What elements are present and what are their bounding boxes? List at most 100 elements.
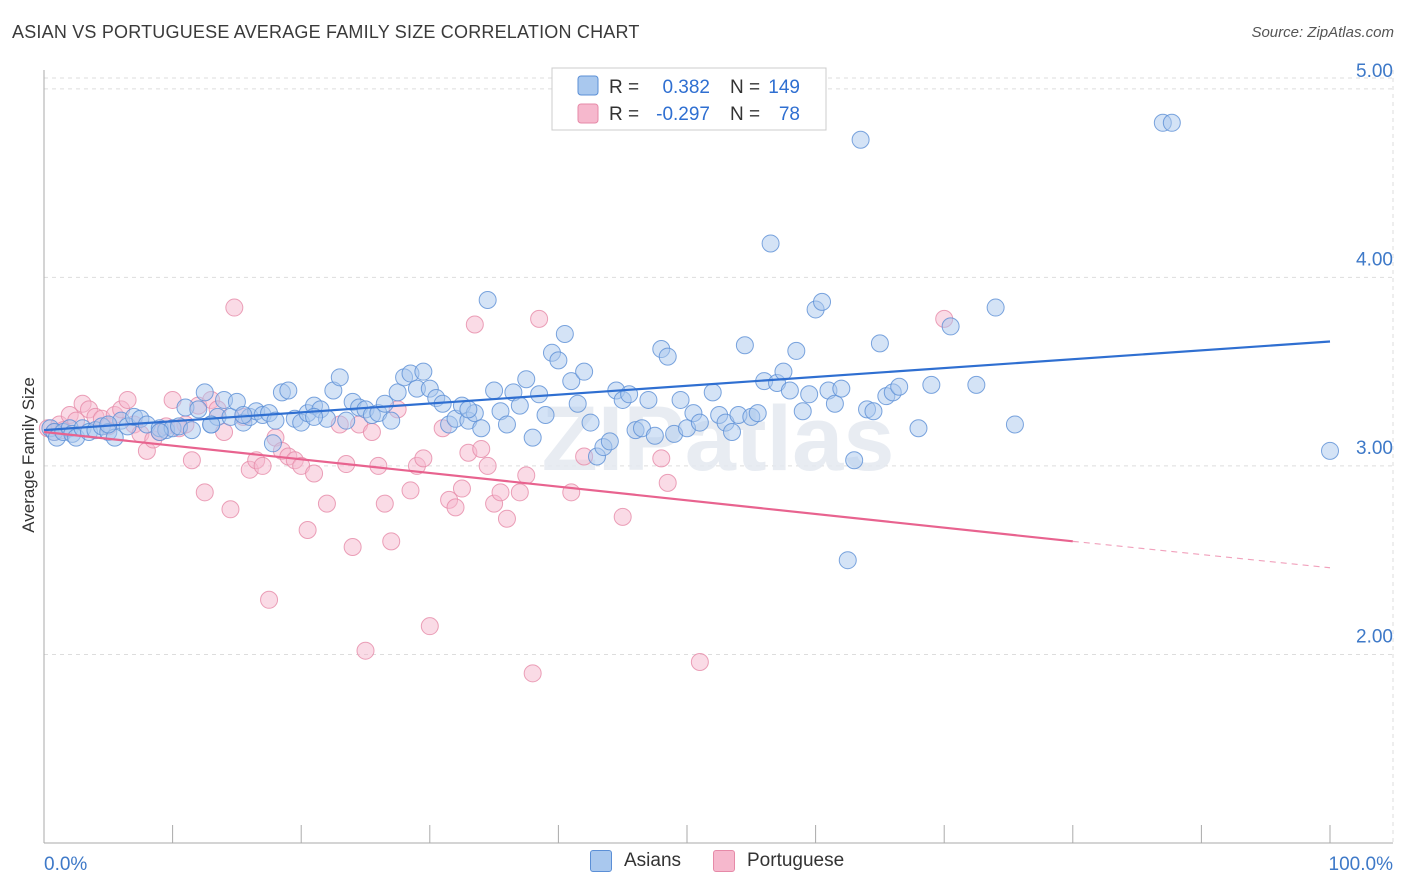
legend-n-label-portuguese: N = <box>730 104 760 125</box>
x-tick-label: 100.0% <box>1329 854 1394 875</box>
legend-n-value-portuguese: 78 <box>779 104 800 125</box>
legend-swatch-portuguese-bottom <box>713 850 735 872</box>
data-point-portuguese <box>225 298 244 317</box>
data-point-asian <box>870 334 889 353</box>
data-point-asian <box>800 385 819 404</box>
x-tick-labels: 0.0% 100.0% <box>44 854 1393 875</box>
legend-swatch-portuguese <box>577 103 599 124</box>
portuguese-points <box>38 298 954 683</box>
data-point-asian <box>832 379 851 398</box>
data-point-asian <box>549 351 568 370</box>
data-point-portuguese <box>517 466 536 485</box>
data-point-asian <box>922 375 941 394</box>
legend-swatch-asians <box>577 75 599 96</box>
legend-r-value-asians: 0.382 <box>662 77 710 98</box>
data-point-asian <box>864 402 883 421</box>
data-point-portuguese <box>690 653 709 672</box>
x-tick-label: 0.0% <box>44 854 87 875</box>
data-point-asian <box>851 130 870 149</box>
axes <box>43 70 1393 844</box>
data-point-asian <box>510 396 529 415</box>
data-point-asian <box>787 341 806 360</box>
data-point-asian <box>459 400 478 419</box>
data-point-asian <box>472 419 491 438</box>
data-point-portuguese <box>182 451 201 470</box>
legend-label-asians: Asians <box>624 850 682 871</box>
data-point-asian <box>536 406 555 425</box>
data-point-portuguese <box>446 498 465 517</box>
data-point-portuguese <box>317 494 336 513</box>
trend-lines <box>43 340 1331 569</box>
legend-r-value-portuguese: -0.297 <box>656 104 710 125</box>
data-point-portuguese <box>530 309 549 328</box>
data-point-asian <box>761 234 780 253</box>
y-tick-label: 5.00 <box>1356 61 1393 82</box>
data-point-portuguese <box>382 532 401 551</box>
source-label: Source: ZipAtlas.com <box>1251 24 1394 41</box>
data-point-portuguese <box>658 473 677 492</box>
data-point-asian <box>941 317 960 336</box>
series-legend: Asians Portuguese <box>0 850 1406 880</box>
data-point-portuguese <box>652 449 671 468</box>
data-point-asian <box>735 336 754 355</box>
data-point-asian <box>890 377 909 396</box>
data-point-asian <box>600 432 619 451</box>
data-point-asian <box>658 347 677 366</box>
data-point-portuguese <box>510 483 529 502</box>
data-point-portuguese <box>414 449 433 468</box>
data-point-portuguese <box>465 315 484 334</box>
data-point-asian <box>555 324 574 343</box>
data-point-asian <box>793 402 812 421</box>
data-point-asian <box>774 362 793 381</box>
data-point-asian <box>690 413 709 432</box>
data-point-asian <box>671 390 690 409</box>
data-point-portuguese <box>420 617 439 636</box>
stats-legend: R = 0.382 N = 149 R = -0.297 N = 78 <box>551 67 827 131</box>
data-point-asian <box>825 394 844 413</box>
data-point-asian <box>703 383 722 402</box>
y-tick-labels: 2.00 3.00 4.00 5.00 <box>1356 61 1393 648</box>
data-point-asian <box>813 292 832 311</box>
data-point-portuguese <box>305 464 324 483</box>
data-point-asian <box>517 370 536 389</box>
data-point-asian <box>748 404 767 423</box>
data-point-portuguese <box>472 439 491 458</box>
data-point-asian <box>909 419 928 438</box>
data-point-portuguese <box>613 507 632 526</box>
data-point-portuguese <box>491 483 510 502</box>
legend-swatch-asians-bottom <box>590 850 612 872</box>
legend-item-portuguese: Portuguese <box>713 850 844 872</box>
trend-line-portuguese-extrapolated <box>1072 540 1331 569</box>
data-point-portuguese <box>497 509 516 528</box>
data-point-asian <box>189 400 208 419</box>
data-point-portuguese <box>195 483 214 502</box>
y-tick-label: 4.00 <box>1356 249 1393 270</box>
data-point-asian <box>202 415 221 434</box>
data-point-asian <box>485 381 504 400</box>
trend-line-asians <box>43 340 1331 432</box>
y-axis-label: Average Family Size <box>19 377 38 533</box>
data-point-portuguese <box>260 590 279 609</box>
data-point-asian <box>263 434 282 453</box>
data-point-asian <box>337 411 356 430</box>
data-point-portuguese <box>375 494 394 513</box>
data-point-asian <box>1005 415 1024 434</box>
data-point-portuguese <box>362 422 381 441</box>
data-point-asian <box>1162 113 1181 132</box>
data-point-asian <box>986 298 1005 317</box>
legend-n-value-asians: 149 <box>768 77 800 98</box>
data-point-portuguese <box>221 500 240 519</box>
data-point-portuguese <box>356 641 375 660</box>
data-point-asian <box>382 411 401 430</box>
data-point-portuguese <box>253 456 272 475</box>
data-point-asian <box>845 451 864 470</box>
trend-line-portuguese <box>43 430 1073 543</box>
data-point-asian <box>279 381 298 400</box>
data-point-asian <box>414 362 433 381</box>
data-point-portuguese <box>118 390 137 409</box>
data-point-asian <box>1321 441 1339 460</box>
data-point-asian <box>723 422 742 441</box>
data-point-asian <box>639 390 658 409</box>
data-point-asian <box>575 362 594 381</box>
